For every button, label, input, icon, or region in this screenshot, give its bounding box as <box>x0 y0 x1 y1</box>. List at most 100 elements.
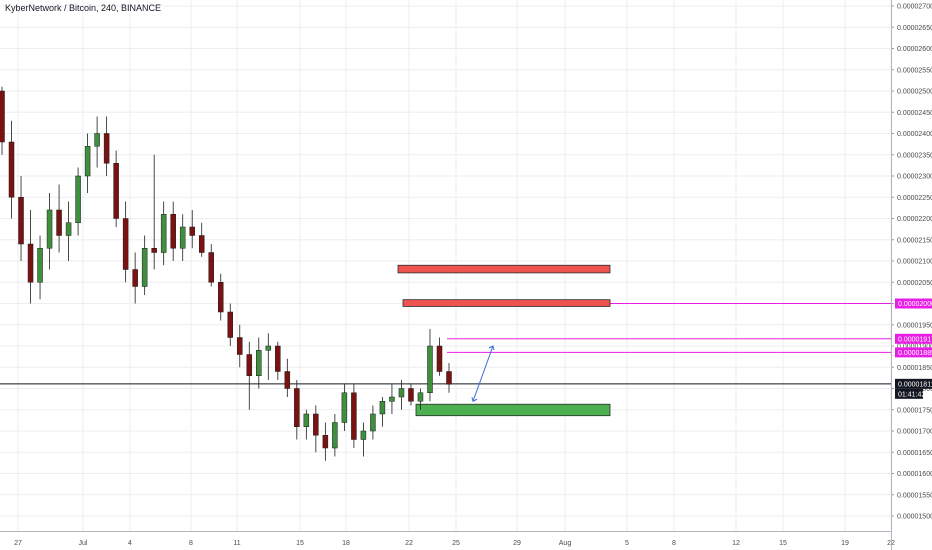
projection-arrow-line[interactable] <box>472 345 494 402</box>
y-tick-label: 0.00001750 <box>897 407 932 414</box>
candle-body <box>427 345 433 393</box>
projection-arrow-head <box>488 345 495 351</box>
price-tag-bg <box>895 347 932 358</box>
horizontal-lines <box>0 303 891 385</box>
candle-body <box>265 345 272 351</box>
x-tick-label: 5 <box>625 540 629 547</box>
y-tick-label: 0.00002700 <box>897 4 932 11</box>
support-zone[interactable] <box>415 403 611 417</box>
candle-body <box>389 396 395 402</box>
candle-body <box>189 226 195 236</box>
candle-body <box>46 209 53 249</box>
y-tick-label: 0.00001650 <box>897 450 932 457</box>
candle-body <box>237 337 243 355</box>
candle-body <box>132 269 138 287</box>
y-tick-label: 0.00002550 <box>897 67 932 74</box>
x-tick-label: 22 <box>405 540 413 547</box>
candle-body <box>246 354 253 376</box>
x-tick-label: 11 <box>233 540 240 547</box>
countdown-label: 01:41:42 <box>898 391 925 398</box>
chart-title: KyberNetwork / Bitcoin, 240, BINANCE <box>5 3 162 13</box>
candle-body <box>208 252 214 283</box>
x-tick-label: 29 <box>513 540 521 547</box>
resistance-zone-upper[interactable] <box>397 264 611 274</box>
candle-body <box>94 133 100 147</box>
y-tick-label: 0.00002450 <box>897 110 932 117</box>
candle-body <box>198 235 205 253</box>
x-tick-label: 8 <box>672 540 676 547</box>
candle-body <box>322 435 329 449</box>
candle-body <box>103 133 110 164</box>
price-tag-bg <box>895 298 932 309</box>
candle-body <box>113 163 119 219</box>
y-tick-label: 0.00001950 <box>897 322 932 329</box>
candle-body <box>37 248 43 283</box>
price-tag-bg <box>895 333 932 344</box>
y-tick-label: 0.00001700 <box>897 429 932 436</box>
y-tick-label: 0.00002600 <box>897 46 932 53</box>
candle-body <box>284 371 291 389</box>
candle-body <box>379 401 386 415</box>
y-tick-label: 0.00002500 <box>897 89 932 96</box>
y-tick-label: 0.00001500 <box>897 514 932 521</box>
y-tick-label: 0.00002050 <box>897 280 932 287</box>
current-price-tag-bg <box>895 378 932 389</box>
candle-body <box>75 175 81 223</box>
y-tick-label: 0.00001550 <box>897 492 932 499</box>
x-tick-label: 27 <box>14 540 22 547</box>
arrow <box>471 345 495 402</box>
y-tick-label: 0.00001600 <box>897 471 932 478</box>
x-tick-label: 8 <box>189 540 193 547</box>
candle-body <box>446 371 452 385</box>
candles <box>0 86 452 461</box>
candle-body <box>0 90 5 143</box>
x-tick-label: 15 <box>779 540 787 547</box>
candle-body <box>436 345 443 372</box>
candle-body <box>313 413 319 436</box>
y-tick-label: 0.00001850 <box>897 365 932 372</box>
y-tick-label: 0.00002250 <box>897 195 932 202</box>
y-tick-label: 0.00002100 <box>897 259 932 266</box>
price-tag-label: 0.00002000 <box>898 301 932 308</box>
x-tick-label: Aug <box>559 540 572 547</box>
x-tick-label: 15 <box>296 540 304 547</box>
y-tick-label: 0.00002650 <box>897 25 932 32</box>
x-tick-label: 12 <box>732 540 740 547</box>
y-tick-label: 0.00002150 <box>897 237 932 244</box>
candle-body <box>8 141 15 198</box>
countdown-tag-bg <box>895 388 923 399</box>
candle-body <box>408 388 414 402</box>
x-tick-label: 19 <box>841 540 849 547</box>
candle-body <box>227 311 234 338</box>
candle-body <box>170 214 176 249</box>
candle-body <box>141 248 148 287</box>
y-tick-label: 0.00002300 <box>897 174 932 181</box>
candle-body <box>27 243 34 283</box>
candle-body <box>341 392 348 423</box>
x-tick-label: 25 <box>452 540 460 547</box>
candle-body <box>398 388 405 398</box>
price-tags: 0.00002000 0.00001917 0.00001885 0.00001811… <box>895 298 932 399</box>
projection-arrow-tail <box>471 397 478 402</box>
candle-body <box>84 146 91 177</box>
candle-body <box>332 422 338 449</box>
candle-body <box>370 413 376 432</box>
grid-lines <box>0 0 892 531</box>
candle-body <box>360 430 367 440</box>
candle-body <box>56 209 62 236</box>
x-tick-label: 18 <box>342 540 350 547</box>
zones <box>397 264 611 417</box>
y-tick-label: 0.00001900 <box>897 344 932 351</box>
candle-body <box>275 345 281 372</box>
candle-body <box>18 197 24 245</box>
candle-body <box>294 388 300 427</box>
candle-body <box>351 392 357 440</box>
y-tick-label: 0.00002350 <box>897 152 932 159</box>
candle-body <box>256 350 262 376</box>
x-tick-label: 4 <box>128 540 132 547</box>
candle-body <box>151 248 157 253</box>
resistance-zone-lower[interactable] <box>402 299 611 307</box>
